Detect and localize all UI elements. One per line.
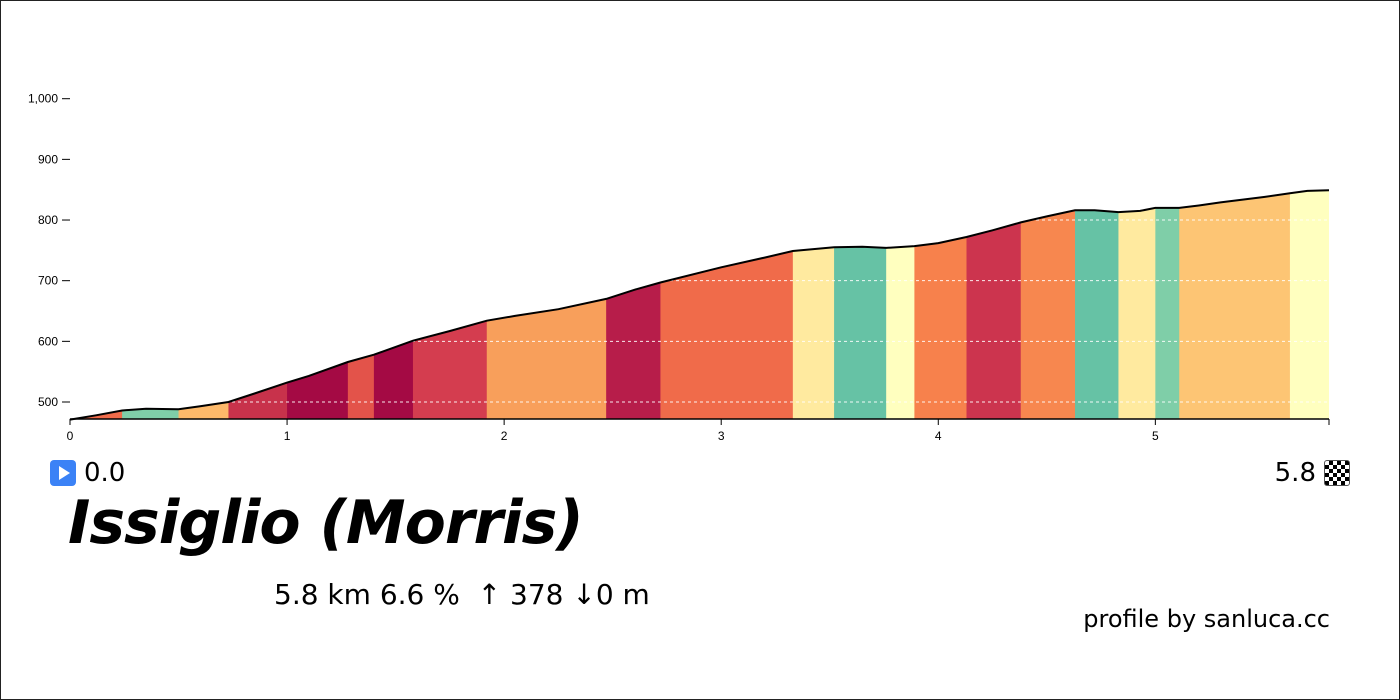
- gradient-segment: [178, 190, 229, 419]
- start-km: 0.0: [84, 458, 126, 488]
- gradient-segment: [1155, 190, 1180, 419]
- climb-title: Issiglio (Morris): [68, 488, 584, 558]
- x-tick-label: 5: [1152, 429, 1159, 443]
- play-icon[interactable]: [50, 460, 76, 486]
- end-marker: 5.8: [1275, 458, 1350, 488]
- gradient-segment: [1289, 190, 1329, 419]
- gradient-segment: [412, 190, 488, 419]
- climb-stats: 5.8 km 6.6 % ↑ 378 ↓0 m: [274, 578, 650, 611]
- x-tick-label: 3: [718, 429, 725, 443]
- gradient-segment: [486, 190, 607, 419]
- gradient-segment: [886, 190, 915, 419]
- gradient-segment: [914, 190, 967, 419]
- gradient-segment: [122, 190, 180, 419]
- x-tick-label: 0: [67, 429, 74, 443]
- profile-credit: profile by sanluca.cc: [1083, 605, 1330, 633]
- gradient-segment: [373, 190, 414, 419]
- y-tick-label: 800: [38, 213, 58, 227]
- gradient-segment: [792, 190, 835, 419]
- gradient-segment: [834, 190, 887, 419]
- gradient-segment: [1020, 190, 1076, 419]
- checkered-flag-icon: [1324, 460, 1350, 486]
- gradient-segment: [228, 190, 288, 419]
- profile-line: [69, 189, 1330, 421]
- start-marker: 0.0: [50, 458, 125, 488]
- x-tick-label: 1: [284, 429, 291, 443]
- y-tick-label: 700: [38, 274, 58, 288]
- gradient-segment: [1179, 190, 1291, 419]
- gradient-segment: [1118, 190, 1156, 419]
- gradient-segment: [70, 190, 123, 419]
- gradient-segment: [347, 190, 375, 419]
- gradient-segment: [660, 190, 794, 419]
- end-km: 5.8: [1274, 458, 1316, 488]
- gradient-segment: [1075, 190, 1119, 419]
- gradient-segment: [287, 190, 349, 419]
- y-tick-label: 900: [38, 152, 58, 166]
- x-tick-label: 2: [501, 429, 508, 443]
- y-tick-label: 600: [38, 334, 58, 348]
- y-tick-label: 1,000: [28, 92, 58, 106]
- y-tick-label: 500: [38, 395, 58, 409]
- gradient-segment: [966, 190, 1022, 419]
- x-tick-label: 4: [935, 429, 942, 443]
